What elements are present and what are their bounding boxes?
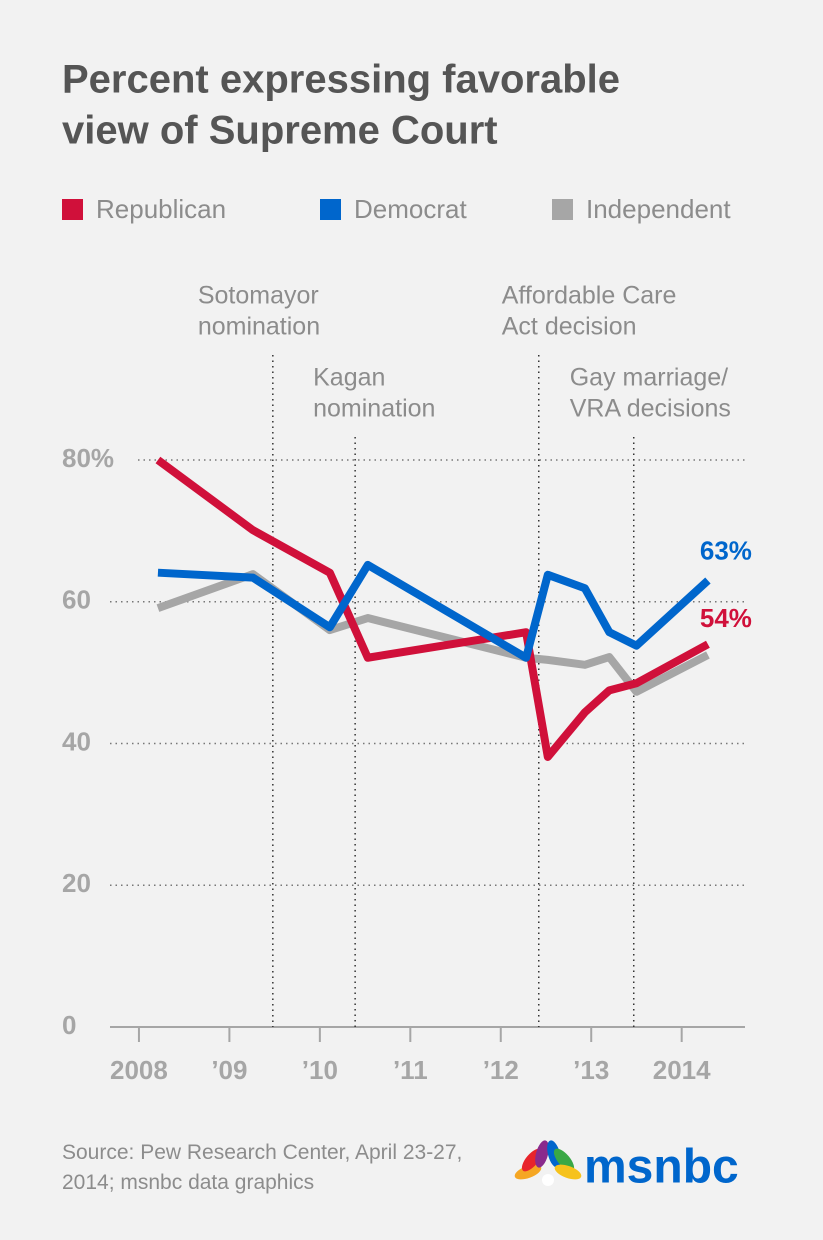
x-tick-label: ’12 bbox=[483, 1055, 519, 1085]
event-label: Gay marriage/ bbox=[570, 364, 728, 392]
legend-swatch bbox=[320, 199, 341, 220]
end-label: 63% bbox=[700, 535, 752, 565]
x-tick-label: ’13 bbox=[573, 1055, 609, 1085]
x-tick-label: ’11 bbox=[393, 1055, 428, 1085]
event-label: Kagan bbox=[313, 364, 385, 392]
event-label: nomination bbox=[313, 395, 435, 423]
legend-swatch bbox=[62, 199, 83, 220]
x-tick-label: ’09 bbox=[211, 1055, 247, 1085]
event-label: Act decision bbox=[502, 313, 637, 341]
legend-label: Republican bbox=[96, 194, 226, 224]
legend-label: Democrat bbox=[354, 194, 467, 224]
series-line bbox=[156, 570, 710, 696]
end-label: 54% bbox=[700, 603, 752, 633]
series-line bbox=[157, 560, 711, 662]
y-tick-label: 60 bbox=[62, 585, 91, 615]
source-note: Source: Pew Research Center, April 23-27… bbox=[62, 1141, 463, 1194]
series-line bbox=[155, 456, 710, 761]
y-tick-label: 0 bbox=[62, 1010, 76, 1040]
event-label: Sotomayor bbox=[198, 282, 319, 310]
chart-title: view of Supreme Court bbox=[62, 109, 498, 153]
chart-title: Percent expressing favorable bbox=[62, 58, 620, 102]
event-label: VRA decisions bbox=[570, 395, 731, 423]
y-tick-label: 20 bbox=[62, 868, 91, 898]
event-label: nomination bbox=[198, 313, 320, 341]
x-tick-label: 2014 bbox=[653, 1055, 711, 1085]
event-label: Affordable Care bbox=[502, 282, 677, 310]
y-tick-label: 40 bbox=[62, 726, 91, 756]
legend-swatch bbox=[552, 199, 573, 220]
peacock-logo bbox=[514, 1140, 582, 1186]
y-tick-label: 80% bbox=[62, 443, 114, 473]
legend-label: Independent bbox=[586, 194, 731, 224]
x-tick-label: 2008 bbox=[110, 1055, 168, 1085]
logo-text: msnbc bbox=[584, 1141, 739, 1194]
x-tick-label: ’10 bbox=[302, 1055, 338, 1085]
